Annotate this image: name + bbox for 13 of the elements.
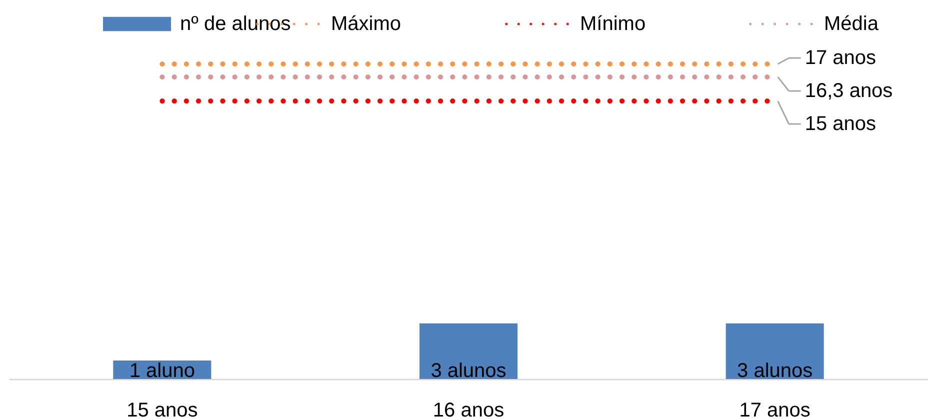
data-label: 17 anos [804,47,876,69]
legend-label: Mínimo [580,13,646,35]
data-label: 1 aluno [129,360,195,382]
x-tick-label: 16 anos [432,400,504,419]
data-label: 3 alunos [737,360,813,382]
legend-label: Média [824,13,880,35]
x-tick-label: 15 anos [126,400,198,419]
data-label: 3 alunos [430,360,506,382]
legend-label: Máximo [331,13,402,35]
legend-label: nº de alunos [180,13,291,35]
data-label: 16,3 anos [804,80,893,102]
x-tick-label: 17 anos [739,400,810,419]
data-label: 15 anos [804,113,876,135]
